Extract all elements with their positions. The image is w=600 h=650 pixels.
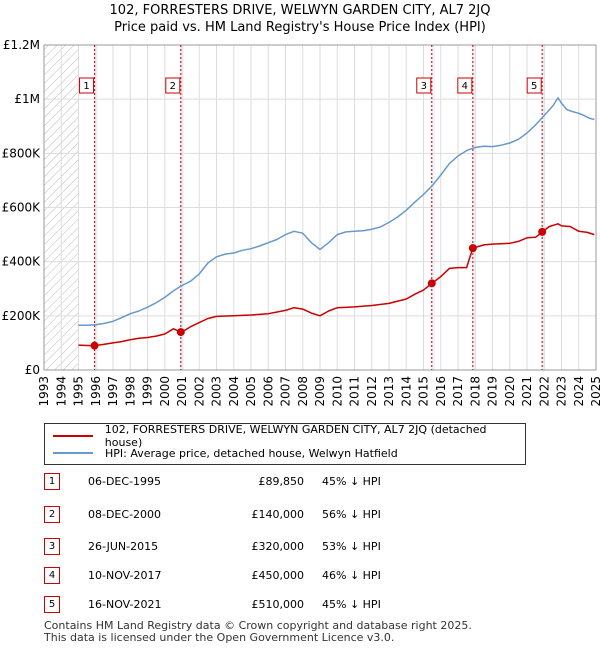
x-tick-label: 2005	[244, 376, 258, 407]
sale-badge-label: 3	[421, 81, 427, 92]
x-tick-label: 1998	[123, 376, 137, 407]
title-line-2: Price paid vs. HM Land Registry's House …	[114, 20, 486, 35]
sale-badge-box	[457, 77, 473, 94]
footer-license: This data is licensed under the Open Gov…	[44, 631, 395, 644]
x-tick-label: 2000	[158, 376, 172, 407]
legend-swatch-red	[53, 435, 93, 437]
x-tick-label: 2014	[399, 376, 413, 407]
sale-number-badge: 4	[44, 567, 60, 584]
x-tick-label: 2001	[175, 376, 189, 407]
x-tick-label: 2010	[330, 376, 344, 407]
x-tick-label: 2023	[555, 376, 569, 407]
x-tick-label: 1999	[141, 376, 155, 407]
x-tick-label: 1995	[72, 376, 86, 407]
table-row: 3 26-JUN-2015 £320,000 53% ↓ HPI	[44, 538, 464, 558]
sale-hpi-diff: 53% ↓ HPI	[322, 540, 381, 553]
sale-price: £450,000	[251, 569, 305, 582]
x-tick-label: 2011	[348, 376, 362, 407]
y-tick-label: £200K	[2, 309, 42, 323]
sale-number-badge: 3	[44, 538, 60, 555]
x-tick-label: 2022	[537, 376, 551, 407]
sale-point	[427, 279, 436, 288]
x-tick-label: 2021	[520, 376, 534, 407]
sale-price: £320,000	[251, 540, 305, 553]
x-tick-label: 1993	[37, 376, 51, 407]
x-tick-label: 2019	[486, 376, 500, 407]
sale-point	[538, 227, 547, 236]
sale-hpi-diff: 45% ↓ HPI	[322, 598, 381, 611]
sale-badge-box	[79, 77, 95, 94]
chart-title: 102, FORRESTERS DRIVE, WELWYN GARDEN CIT…	[0, 2, 600, 36]
sale-badge-label: 2	[170, 81, 176, 92]
footer: Contains HM Land Registry data © Crown c…	[44, 620, 472, 644]
sale-date: 06-DEC-1995	[88, 475, 162, 488]
x-tick-label: 2006	[261, 376, 275, 407]
sale-date: 10-NOV-2017	[88, 569, 162, 582]
y-tick-label: £1M	[14, 92, 40, 106]
x-tick-label: 2004	[227, 376, 241, 407]
legend: 102, FORRESTERS DRIVE, WELWYN GARDEN CIT…	[44, 423, 526, 465]
sale-date: 16-NOV-2021	[88, 598, 162, 611]
sale-hpi-diff: 56% ↓ HPI	[322, 508, 381, 521]
sale-badge-box	[526, 77, 542, 94]
sale-badge-label: 5	[531, 81, 537, 92]
footer-copyright: Contains HM Land Registry data © Crown c…	[44, 619, 472, 632]
legend-item-property: 102, FORRESTERS DRIVE, WELWYN GARDEN CIT…	[53, 423, 525, 449]
sale-number-badge: 2	[44, 506, 60, 523]
table-row: 4 10-NOV-2017 £450,000 46% ↓ HPI	[44, 567, 464, 587]
sale-price: £140,000	[251, 508, 305, 521]
legend-label-hpi: HPI: Average price, detached house, Welw…	[105, 446, 398, 460]
x-tick-label: 2007	[279, 376, 293, 407]
sale-hpi-diff: 45% ↓ HPI	[322, 475, 381, 488]
y-tick-label: £400K	[2, 255, 42, 269]
property-price-line	[78, 223, 595, 347]
x-tick-label: 2024	[572, 376, 586, 407]
sale-hpi-diff: 46% ↓ HPI	[322, 569, 381, 582]
sale-point	[176, 328, 185, 337]
title-line-1: 102, FORRESTERS DRIVE, WELWYN GARDEN CIT…	[109, 3, 491, 18]
x-tick-label: 2013	[382, 376, 396, 407]
sale-number-badge: 1	[44, 473, 60, 490]
sale-point	[468, 244, 477, 253]
plot-border	[43, 44, 597, 371]
price-chart: £0 £200K £400K £600K £800K £1M £1.2M 1993 1994 19…	[2, 38, 600, 407]
sale-badge-label: 1	[83, 81, 89, 92]
x-tick-label: 2003	[210, 376, 224, 407]
x-tick-label: 2015	[417, 376, 431, 407]
y-tick-label: £600K	[2, 201, 42, 215]
y-tick-label: £0	[25, 363, 40, 377]
sale-badge-box	[165, 77, 181, 94]
legend-swatch-blue	[53, 452, 93, 454]
sale-badge-label: 4	[462, 81, 468, 92]
y-tick-label: £800K	[2, 146, 42, 160]
hpi-line	[78, 97, 595, 327]
sale-point	[90, 341, 99, 350]
table-row: 1 06-DEC-1995 £89,850 45% ↓ HPI	[44, 473, 464, 493]
sale-date: 08-DEC-2000	[88, 508, 162, 521]
x-tick-label: 1994	[54, 376, 68, 407]
legend-item-hpi: HPI: Average price, detached house, Welw…	[53, 445, 398, 461]
x-tick-label: 2020	[503, 376, 517, 407]
table-row: 2 08-DEC-2000 £140,000 56% ↓ HPI	[44, 506, 464, 526]
x-tick-label: 2025	[589, 376, 600, 407]
x-tick-label: 2012	[365, 376, 379, 407]
sale-badge-box	[416, 77, 432, 94]
sale-price: £89,850	[258, 475, 305, 488]
x-tick-label: 2008	[296, 376, 310, 407]
x-tick-label: 2018	[468, 376, 482, 407]
legend-label-property: 102, FORRESTERS DRIVE, WELWYN GARDEN CIT…	[104, 423, 487, 449]
x-tick-label: 2009	[313, 376, 327, 407]
sale-number-badge: 5	[44, 596, 60, 613]
table-row: 5 16-NOV-2021 £510,000 45% ↓ HPI	[44, 596, 464, 616]
sale-date: 26-JUN-2015	[88, 540, 159, 553]
x-tick-label: 2002	[192, 376, 206, 407]
x-tick-label: 2017	[451, 376, 465, 407]
sale-price: £510,000	[251, 598, 305, 611]
y-tick-label: £1.2M	[3, 38, 40, 52]
x-tick-label: 1997	[106, 376, 120, 407]
x-tick-label: 2016	[434, 376, 448, 407]
x-tick-label: 1996	[89, 376, 103, 407]
